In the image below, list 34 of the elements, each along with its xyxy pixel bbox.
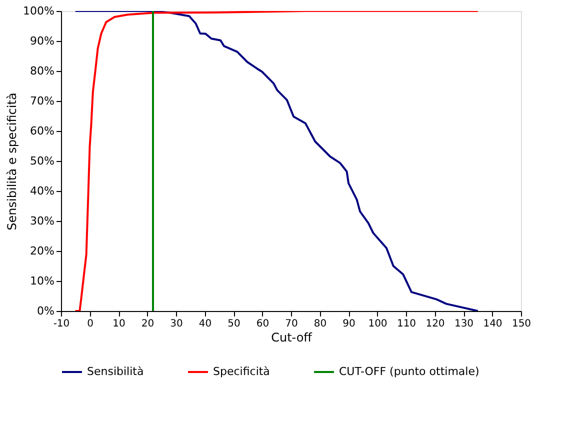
x-tick-label: 110: [396, 318, 416, 330]
x-tick-label: 0: [87, 318, 94, 330]
y-tick-label: 60%: [30, 124, 54, 138]
x-tick-label: 50: [228, 318, 240, 330]
x-tick-label: 30: [170, 318, 183, 330]
x-tick-label: 100: [368, 318, 388, 330]
x-tick-label: 40: [198, 318, 212, 330]
x-tick-label: 70: [285, 318, 298, 330]
y-tick-label: 30%: [30, 214, 54, 228]
y-tick-label: 100%: [23, 4, 54, 18]
x-axis-title: Cut-off: [271, 330, 313, 344]
x-tick-label: 80: [314, 318, 327, 330]
legend-label: CUT-OFF (punto ottimale): [339, 365, 480, 378]
x-tick-label: 60: [256, 318, 270, 330]
x-tick-label: 20: [141, 318, 154, 330]
legend-label: Specificità: [213, 365, 270, 378]
y-tick-label: 10%: [30, 274, 54, 288]
y-tick-label: 90%: [30, 34, 54, 48]
x-tick-label: 90: [342, 318, 356, 330]
x-tick-label: 10: [112, 318, 126, 330]
y-tick-label: 80%: [30, 64, 54, 78]
y-axis-title: Sensibilità e specificità: [5, 92, 20, 230]
y-tick-label: 70%: [30, 94, 54, 108]
x-tick-label: 140: [483, 318, 502, 330]
y-tick-label: 50%: [30, 154, 54, 168]
legend-label: Sensibilità: [87, 365, 144, 378]
y-tick-label: 0%: [37, 304, 54, 318]
line-series: [74, 11, 479, 311]
x-tick-label: 150: [512, 318, 532, 330]
y-tick-label: 20%: [30, 244, 54, 258]
x-tick-label: 120: [426, 318, 445, 330]
x-tick-label: 130: [454, 318, 474, 330]
x-tick-label: -10: [53, 318, 70, 330]
y-tick-label: 40%: [30, 184, 54, 198]
